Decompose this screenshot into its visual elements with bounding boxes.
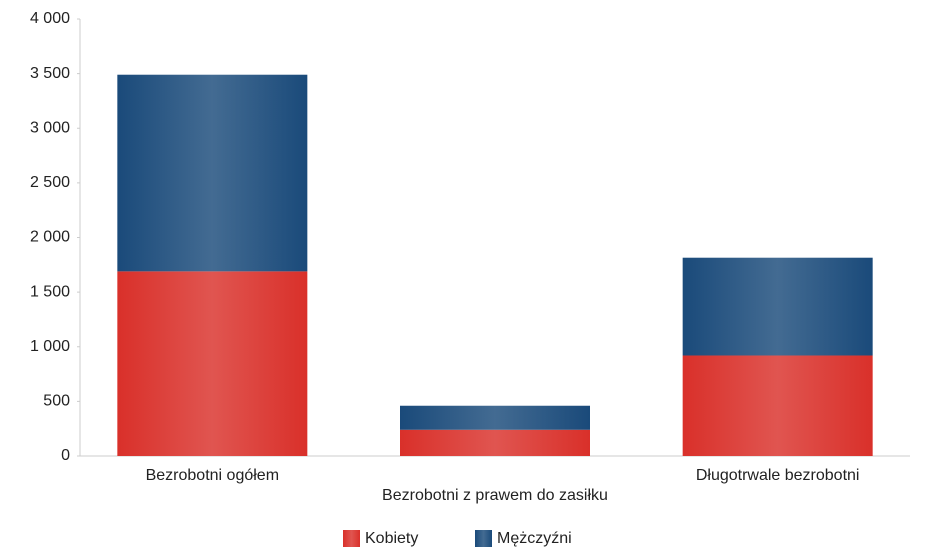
y-tick-label: 1 500 [30, 283, 70, 300]
legend-swatch [475, 530, 492, 547]
legend-swatch [343, 530, 360, 547]
bar-segment [682, 355, 873, 456]
bar-segment [682, 257, 873, 356]
x-tick-label: Bezrobotni z prawem do zasiłku [382, 487, 608, 504]
bar-segment [117, 74, 308, 272]
legend-label: Kobiety [365, 530, 418, 547]
bar-segment [400, 429, 590, 456]
y-tick-label: 500 [43, 393, 70, 410]
bar-segment [117, 271, 308, 456]
bar-segment [400, 405, 590, 430]
y-tick-label: 3 000 [30, 119, 70, 136]
y-tick-label: 4 000 [30, 10, 70, 27]
y-tick-label: 2 500 [30, 174, 70, 191]
y-tick-label: 0 [61, 447, 70, 464]
legend-label: Mężczyźni [497, 530, 572, 547]
y-tick-label: 2 000 [30, 229, 70, 246]
x-tick-label: Długotrwale bezrobotni [696, 467, 860, 484]
y-tick-label: 1 000 [30, 338, 70, 355]
x-tick-label: Bezrobotni ogółem [146, 467, 279, 484]
y-tick-label: 3 500 [30, 65, 70, 82]
